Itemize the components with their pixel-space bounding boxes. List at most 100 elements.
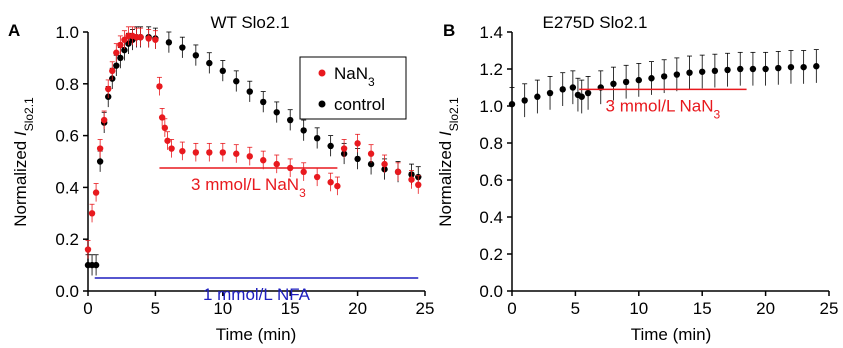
- data-point: [206, 149, 213, 156]
- panel-a-x-tick-label: 10: [213, 299, 232, 318]
- data-point: [165, 39, 173, 46]
- panel-a-axes: 0 5 10 15 20 25 0.0 0.2 0.4 0.6 0.8 1.0: [55, 23, 434, 318]
- data-point: [334, 182, 341, 190]
- data-point: [260, 98, 267, 106]
- data-point: [367, 160, 375, 168]
- data-point: [660, 73, 668, 80]
- data-point: [117, 41, 124, 49]
- data-point: [381, 160, 388, 168]
- data-point: [233, 78, 240, 85]
- data-point: [673, 71, 681, 78]
- data-point: [192, 149, 200, 156]
- data-point: [233, 150, 240, 157]
- data-point: [300, 127, 307, 134]
- data-point: [800, 63, 807, 71]
- panel-a-y-tick-label: 0.8: [55, 75, 79, 94]
- data-point: [775, 64, 782, 72]
- data-point: [161, 124, 169, 132]
- data-point: [313, 173, 321, 181]
- panel-a-y-tick-label: 1.0: [55, 23, 79, 42]
- data-point: [622, 78, 630, 86]
- data-point: [415, 181, 422, 189]
- data-point: [156, 83, 163, 90]
- data-point: [219, 149, 226, 156]
- data-point: [610, 80, 617, 88]
- data-point: [260, 157, 267, 164]
- panel-a-series-nan3: [84, 26, 422, 259]
- data-point: [179, 44, 186, 51]
- panel-b-y-tick-label: 1.0: [479, 97, 503, 116]
- data-point: [206, 59, 213, 67]
- panel-a-treatment-label: 3 mmol/L NaN3: [191, 175, 306, 200]
- panel-a-x-tick-label: 0: [83, 299, 92, 318]
- panel-a-bars: 3 mmol/L NaN3 1 mmol/L NFA: [94, 167, 419, 304]
- data-point: [273, 109, 280, 116]
- data-point: [762, 65, 769, 73]
- panel-b-bars: 3 mmol/L NaN3: [579, 88, 747, 121]
- data-point: [737, 65, 744, 73]
- data-point: [168, 145, 175, 152]
- data-point: [813, 63, 820, 70]
- panel-a-y-tick-label: 0.6: [55, 127, 79, 146]
- data-point: [192, 52, 200, 59]
- data-point: [340, 145, 348, 152]
- panel-a-x-tick-label: 15: [281, 299, 300, 318]
- data-point: [117, 54, 124, 62]
- panel-b-ylabel: Normalized ISlo2.1: [436, 97, 461, 227]
- panel-b-x-tick-label: 5: [571, 299, 580, 318]
- legend-box: [299, 56, 407, 120]
- panel-a-letter: A: [8, 21, 20, 40]
- data-point: [546, 89, 554, 97]
- data-point: [521, 97, 528, 104]
- data-point: [287, 116, 294, 124]
- data-point: [648, 75, 655, 82]
- panel-a-x-tick-label: 25: [416, 299, 435, 318]
- panel-b-plot: [508, 49, 820, 121]
- data-point: [92, 189, 100, 196]
- panel-b-y-tick-label: 0.6: [479, 171, 503, 190]
- data-point: [394, 168, 402, 176]
- panel-b-x-tick-label: 0: [507, 299, 516, 318]
- data-point: [219, 67, 226, 75]
- panel-b-x-tick-label: 20: [756, 299, 775, 318]
- data-point: [686, 69, 693, 76]
- panel-a-y-tick-label: 0.4: [55, 178, 79, 197]
- data-point: [559, 86, 566, 93]
- data-point: [408, 176, 415, 183]
- panel-b-treatment-label: 3 mmol/L NaN3: [606, 96, 721, 121]
- panel-a-xlabel: Time (min): [216, 325, 297, 344]
- data-point: [164, 137, 171, 144]
- panel-b-y-tick-label: 0.2: [479, 245, 503, 264]
- data-point: [246, 88, 253, 95]
- data-point: [113, 62, 120, 69]
- panel-b-y-tick-label: 1.2: [479, 60, 503, 79]
- data-point: [711, 67, 719, 75]
- data-point: [246, 153, 253, 160]
- data-point: [158, 114, 166, 121]
- data-point: [273, 160, 280, 168]
- data-point: [100, 116, 108, 124]
- panel-b-xlabel: Time (min): [631, 325, 712, 344]
- panel-b-title: E275D Slo2.1: [543, 13, 648, 32]
- panel-b-letter: B: [443, 21, 455, 40]
- data-point: [354, 140, 361, 147]
- data-point: [367, 150, 375, 157]
- data-point: [96, 158, 104, 165]
- panel-b-axes: 0 5 10 15 20 25 0.0 0.2 0.4 0.6 0.8 1.0 1.2 1.4: [479, 23, 838, 318]
- data-point: [327, 142, 334, 150]
- data-point: [92, 261, 100, 269]
- panel-b-x-tick-label: 25: [820, 299, 839, 318]
- panel-a-x-tick-label: 20: [348, 299, 367, 318]
- data-point: [534, 93, 541, 100]
- data-point: [109, 67, 116, 75]
- legend-marker-control: [318, 100, 326, 108]
- panel-a-title: WT Slo2.1: [210, 13, 289, 32]
- panel-b: B E275D Slo2.1 Time (min) Normalized ISl…: [436, 13, 838, 344]
- data-point: [327, 179, 334, 186]
- panel-a: A WT Slo2.1 Time (min) Normalized ISlo2.…: [8, 13, 434, 344]
- panel-a-legend: NaN3 control: [299, 56, 407, 120]
- data-point: [354, 155, 361, 163]
- panel-a-ylabel: Normalized ISlo2.1: [11, 97, 36, 227]
- data-point: [635, 76, 642, 84]
